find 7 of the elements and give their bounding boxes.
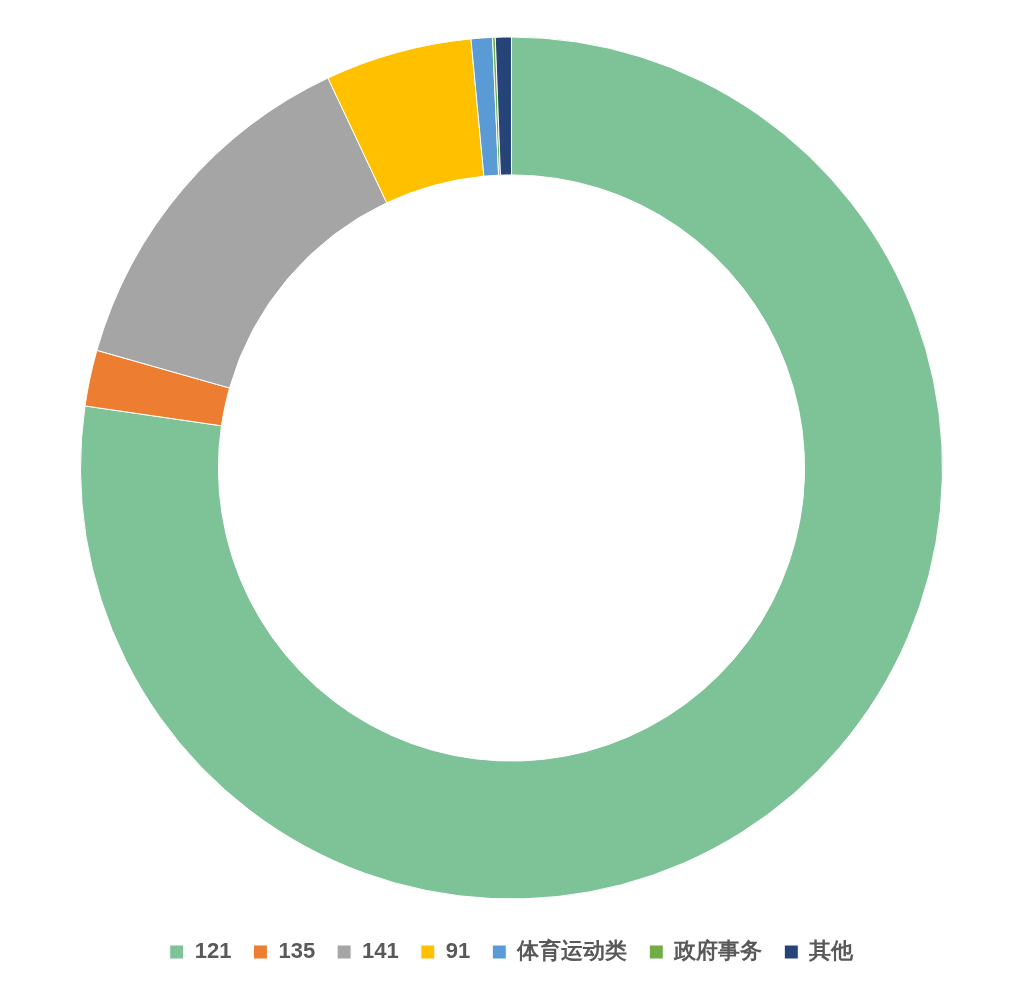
legend-label: 141 (362, 938, 399, 964)
legend-label: 其他 (808, 938, 855, 964)
legend-label: 121 (194, 938, 232, 964)
legend-label: 体育运动类 (516, 938, 628, 964)
legend-label: 91 (445, 938, 471, 964)
legend-label: 135 (278, 938, 316, 964)
legend-label: 政府事务 (673, 938, 763, 964)
